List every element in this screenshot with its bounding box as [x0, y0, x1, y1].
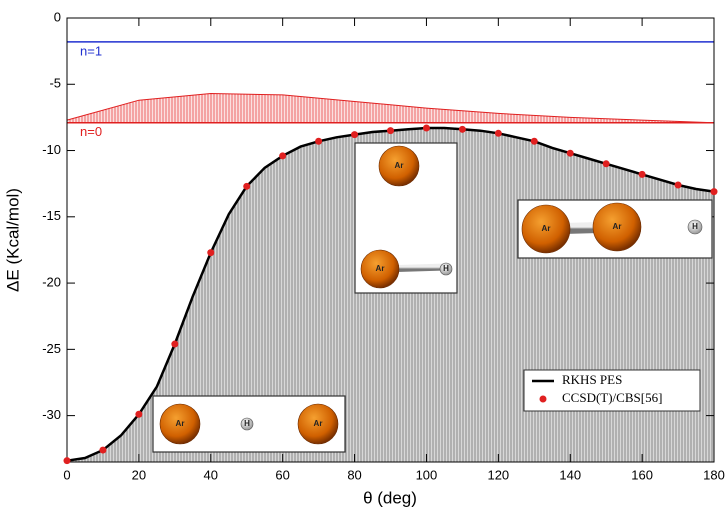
data-point: [207, 249, 214, 256]
data-point: [351, 131, 358, 138]
x-tick-label: 80: [347, 467, 361, 482]
molecule-inset: Ar Ar H: [355, 143, 457, 293]
y-tick-label: -30: [42, 407, 61, 422]
x-tick-label: 40: [204, 467, 218, 482]
data-point: [64, 457, 71, 464]
y-tick-label: -25: [42, 341, 61, 356]
x-tick-label: 140: [559, 467, 581, 482]
data-point: [279, 152, 286, 159]
data-point: [99, 447, 106, 454]
molecule-inset: Ar H Ar: [153, 396, 345, 452]
x-axis-title: θ (deg): [363, 488, 417, 507]
data-point: [639, 171, 646, 178]
x-tick-label: 160: [631, 467, 653, 482]
atom-label: Ar: [176, 419, 185, 428]
x-tick-label: 20: [132, 467, 146, 482]
data-point: [567, 150, 574, 157]
data-point: [243, 183, 250, 190]
x-tick-label: 180: [703, 467, 725, 482]
legend-dot: [540, 396, 547, 403]
data-point: [387, 127, 394, 134]
atom-label: Ar: [376, 264, 385, 273]
data-point: [135, 411, 142, 418]
data-point: [315, 138, 322, 145]
y-axis-title: ΔE (Kcal/mol): [3, 188, 22, 292]
legend-label: CCSD(T)/CBS[56]: [562, 390, 662, 405]
x-tick-label: 120: [487, 467, 509, 482]
atom-label: H: [692, 222, 698, 231]
y-tick-label: -20: [42, 275, 61, 290]
data-point: [495, 130, 502, 137]
legend-label: RKHS PES: [562, 372, 622, 387]
data-point: [711, 188, 718, 195]
level-label: n=0: [80, 124, 102, 139]
level-label: n=1: [80, 43, 102, 58]
atom-label: Ar: [314, 419, 323, 428]
atom-label: H: [443, 264, 449, 273]
legend: RKHS PES CCSD(T)/CBS[56]: [524, 370, 700, 411]
atom-label: Ar: [613, 222, 622, 231]
y-tick-label: -5: [49, 76, 61, 91]
x-tick-label: 100: [416, 467, 438, 482]
y-tick-label: -10: [42, 142, 61, 157]
data-point: [531, 138, 538, 145]
molecule-inset: Ar Ar H: [518, 200, 712, 258]
chart: θ (deg) ΔE (Kcal/mol) n=1 n=0 0 20 40 60 80 100…: [0, 0, 728, 510]
data-point: [423, 125, 430, 132]
data-point: [171, 341, 178, 348]
atom-label: H: [244, 419, 250, 428]
atom-label: Ar: [395, 161, 404, 170]
data-point: [459, 126, 466, 133]
data-point: [603, 160, 610, 167]
data-point: [675, 181, 682, 188]
x-tick-label: 0: [63, 467, 70, 482]
x-tick-label: 60: [275, 467, 289, 482]
atom-label: Ar: [542, 224, 551, 233]
y-tick-label: -15: [42, 208, 61, 223]
y-tick-label: 0: [54, 9, 61, 24]
